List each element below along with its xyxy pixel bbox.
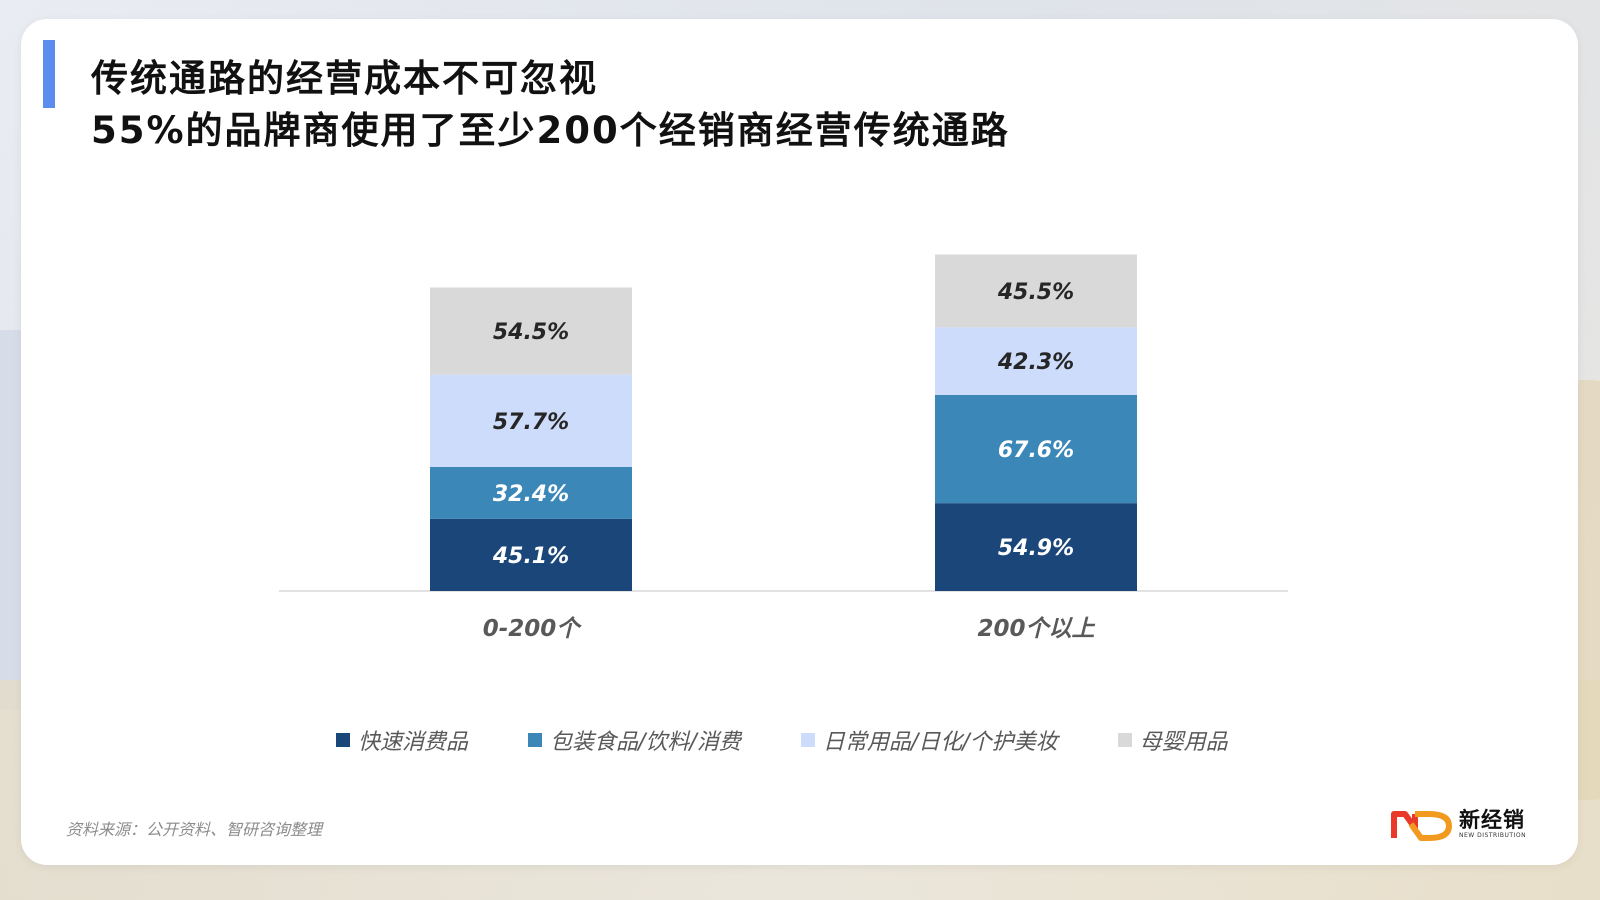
bar-segment xyxy=(430,287,632,375)
legend-item: 包装食品/饮料/消费 xyxy=(528,724,741,756)
legend-label: 日常用品/日化/个护美妆 xyxy=(822,730,1058,755)
bar-segment xyxy=(430,467,632,519)
stacked-bar-chart: 45.1% 32.4% 57.7% 54.5% 0-200个 54.9% 67.6% 42.3… xyxy=(279,254,1288,642)
bar-segment xyxy=(430,374,632,467)
legend-swatch xyxy=(1117,733,1132,747)
legend-swatch xyxy=(336,733,350,747)
data-label: 54.5% xyxy=(493,320,569,345)
data-label: 45.1% xyxy=(492,544,569,569)
title-line-2: 55%的品牌商使用了至少200个经销商经营传统通路 xyxy=(91,109,1010,152)
nd-logo-icon xyxy=(1391,811,1452,841)
logo-name-en: NEW DISTRIBUTION xyxy=(1459,831,1527,839)
category-label: 200个以上 xyxy=(977,616,1095,642)
legend-item: 母婴用品 xyxy=(1117,724,1228,756)
category-label: 0-200个 xyxy=(483,616,583,642)
logo-name-cn: 新经销 xyxy=(1459,807,1525,832)
legend-label: 母婴用品 xyxy=(1139,730,1228,755)
brand-logo: 新经销 NEW DISTRIBUTION xyxy=(1391,806,1526,842)
slide-card: 传统通路的经营成本不可忽视 55%的品牌商使用了至少200个经销商经营传统通路 … xyxy=(21,19,1578,865)
title-accent-bar xyxy=(43,40,55,108)
legend-label: 快速消费品 xyxy=(358,730,469,755)
bar-segment xyxy=(935,327,1137,395)
legend-swatch xyxy=(800,733,815,747)
bar-segment xyxy=(935,395,1137,504)
data-label: 54.9% xyxy=(998,536,1074,561)
legend-item: 快速消费品 xyxy=(336,724,468,756)
bar-segment xyxy=(430,518,632,591)
legend-swatch xyxy=(528,733,543,747)
source-note: 资料来源：公开资料、智研咨询整理 xyxy=(66,820,323,839)
data-label: 45.5% xyxy=(997,280,1074,305)
data-label: 67.6% xyxy=(998,438,1074,463)
legend-label: 包装食品/饮料/消费 xyxy=(550,730,741,755)
chart-legend: 快速消费品 包装食品/饮料/消费 日常用品/日化/个护美妆 母婴用品 xyxy=(336,724,1228,756)
data-label: 57.7% xyxy=(493,410,569,435)
data-label: 32.4% xyxy=(493,482,569,507)
slide-title: 传统通路的经营成本不可忽视 55%的品牌商使用了至少200个经销商经营传统通路 xyxy=(91,53,1010,157)
legend-item: 日常用品/日化/个护美妆 xyxy=(800,724,1058,756)
title-line-1: 传统通路的经营成本不可忽视 xyxy=(91,57,598,100)
bar-segment xyxy=(935,254,1137,328)
data-label: 42.3% xyxy=(997,350,1074,375)
bar-segment xyxy=(935,503,1137,591)
